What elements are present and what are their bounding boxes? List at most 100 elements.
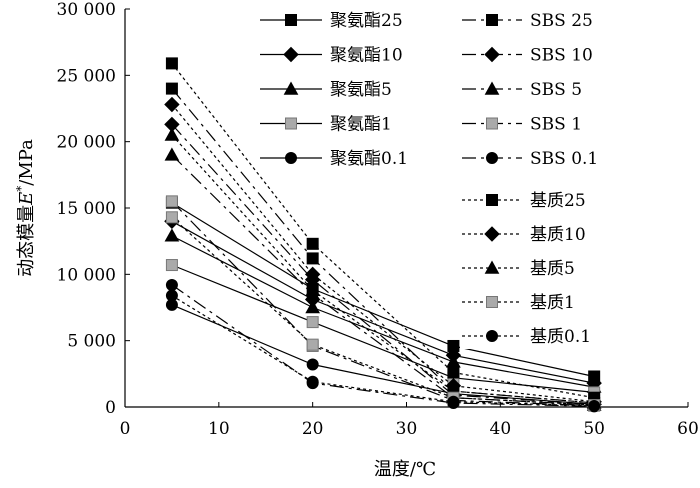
- legend-item: 聚氨酯25: [258, 7, 403, 33]
- data-point: [588, 399, 601, 412]
- x-tick-label: 50: [583, 419, 605, 439]
- legend-marker: [285, 152, 297, 164]
- legend-marker: [484, 81, 500, 95]
- data-point: [164, 228, 180, 242]
- legend-item: SBS 0.1: [460, 145, 611, 171]
- x-tick-label: 60: [677, 419, 699, 439]
- legend-label: 聚氨酯5: [330, 80, 392, 100]
- legend-label: 基质10: [530, 225, 586, 245]
- y-tick-label: 5 000: [67, 332, 116, 352]
- y-tick-label: 10 000: [57, 265, 116, 285]
- series-line: [171, 123, 595, 405]
- legend-marker: [486, 152, 498, 164]
- legend-item: 聚氨酯0.1: [258, 145, 408, 171]
- y-axis-label-unit: /MPa: [16, 139, 37, 186]
- data-point: [305, 282, 321, 296]
- legend-bg: [460, 145, 611, 171]
- series-line: [171, 216, 595, 406]
- legend-label: 基质0.1: [530, 327, 591, 347]
- legend-marker: [285, 117, 297, 130]
- x-tick-label: 20: [302, 419, 324, 439]
- axes: 0 5 000 10 000 15 000 20 000 25 000 30 000 0 10 2…: [57, 0, 699, 439]
- series-line: [171, 220, 595, 384]
- y-axis-label-superscript: *: [14, 186, 28, 192]
- data-point: [306, 316, 319, 329]
- data-point: [165, 57, 178, 70]
- legend-item: SBS 25: [460, 7, 600, 33]
- data-point: [447, 395, 460, 408]
- series-line: [171, 284, 595, 407]
- data-point: [304, 266, 321, 283]
- legend-item: 聚氨酯5: [258, 76, 392, 102]
- legend-label: 聚氨酯0.1: [330, 149, 408, 169]
- data-point: [165, 278, 178, 291]
- y-axis-label-symbol: E: [16, 192, 37, 206]
- legend-item: 聚氨酯1: [258, 110, 392, 137]
- y-axis-label-main: 动态模量: [16, 205, 37, 277]
- legend-item: SBS 10: [460, 41, 600, 68]
- x-tick-label: 10: [208, 419, 230, 439]
- data-point: [447, 366, 460, 379]
- y-tick-label: 15 000: [57, 199, 116, 219]
- series-line: [171, 63, 595, 399]
- legend-marker: [484, 260, 500, 274]
- legend-label: SBS 1: [530, 115, 582, 135]
- data-point: [306, 237, 319, 250]
- legend-item: 基质10: [460, 221, 586, 247]
- legend-item: SBS 1: [460, 110, 589, 137]
- data-point: [306, 358, 319, 371]
- legend-item: 聚氨酯10: [258, 41, 403, 68]
- legend-label: 基质25: [530, 191, 586, 211]
- legend-label: 聚氨酯25: [330, 11, 403, 31]
- series-layer: [164, 57, 602, 413]
- legend-item: 基质5: [460, 255, 575, 281]
- x-tick-label: 30: [396, 419, 418, 439]
- legend-item: 基质25: [460, 187, 586, 213]
- legend-label: 基质5: [530, 259, 575, 279]
- legend-marker: [285, 14, 297, 26]
- x-axis-label: 温度/℃: [374, 459, 436, 480]
- x-tick-label: 0: [120, 419, 131, 439]
- data-point: [165, 195, 178, 208]
- y-tick-label: 30 000: [57, 0, 116, 20]
- series-line: [171, 202, 595, 378]
- legend-item: 基质0.1: [460, 323, 591, 349]
- series-4: [165, 298, 601, 411]
- data-point: [306, 252, 319, 265]
- legend-bg: [460, 289, 567, 315]
- data-point: [164, 96, 180, 113]
- legend-marker: [484, 46, 500, 63]
- series-line: [171, 104, 595, 403]
- y-tick-label: 25 000: [57, 66, 116, 86]
- legend-label: SBS 10: [530, 46, 593, 66]
- data-point: [165, 211, 178, 224]
- series-line: [171, 200, 595, 407]
- y-axis-label: 动态模量E*/MPa: [14, 139, 37, 277]
- series-line: [171, 88, 595, 404]
- series-line: [171, 295, 595, 407]
- x-tick-label: 40: [490, 419, 512, 439]
- legend-marker: [486, 296, 498, 308]
- data-point: [165, 82, 178, 95]
- legend-label: 聚氨酯10: [330, 46, 403, 66]
- legend-label: SBS 5: [530, 80, 582, 100]
- legend-item: 基质1: [460, 289, 575, 315]
- legend-label: SBS 0.1: [530, 149, 598, 169]
- legend-marker: [283, 81, 299, 95]
- data-point: [165, 289, 178, 302]
- legend-marker: [283, 46, 299, 63]
- series-line: [171, 134, 595, 404]
- legend-marker: [486, 194, 498, 206]
- y-tick-label: 0: [105, 398, 116, 418]
- series-line: [171, 264, 595, 393]
- legend-bg: [460, 255, 567, 281]
- legend: 聚氨酯25 聚氨酯10 聚氨酯5 聚氨酯1 聚氨酯0.1 SBS 25 SBS 10 SBS …: [258, 7, 611, 349]
- y-tick-label: 20 000: [57, 133, 116, 153]
- legend-marker: [484, 226, 500, 242]
- legend-item: SBS 5: [460, 76, 589, 102]
- data-point: [164, 147, 180, 161]
- legend-marker: [486, 117, 498, 130]
- series-14: [165, 289, 601, 412]
